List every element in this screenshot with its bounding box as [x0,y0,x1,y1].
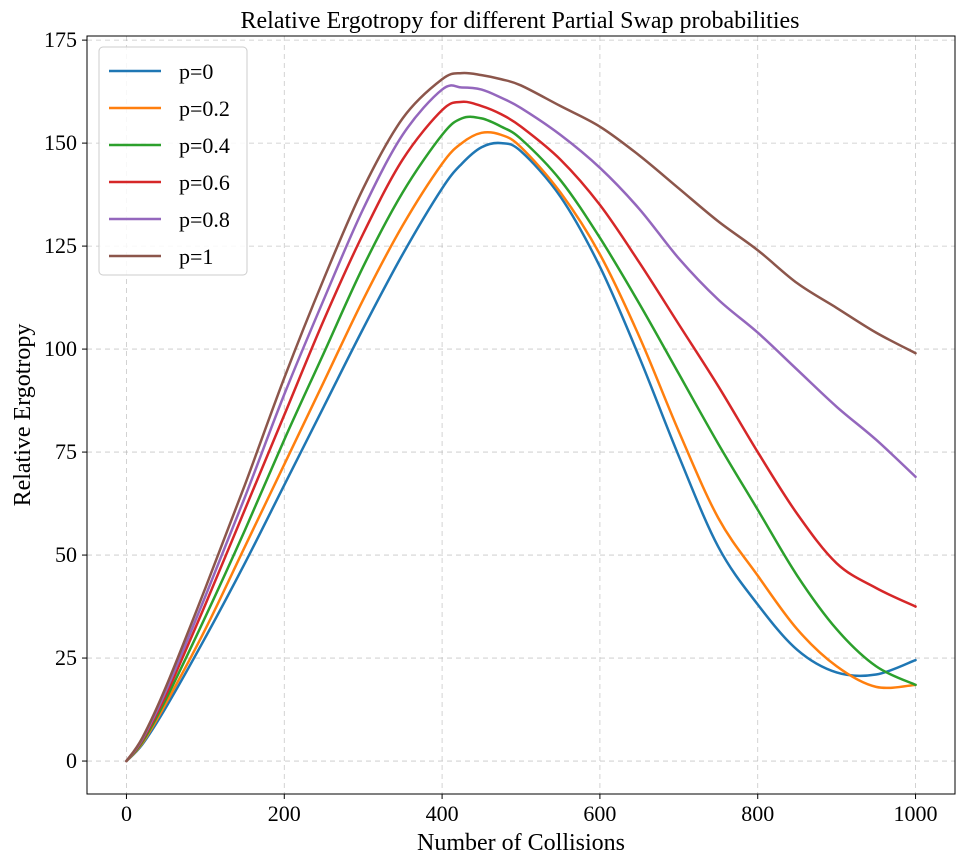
x-tick-label: 800 [741,801,774,826]
y-axis-ticks: 0 25 50 75 100 125 150 175 [44,27,87,773]
series-line-3 [125,100,917,763]
series-line-2 [125,115,917,763]
y-tick-label: 0 [66,748,77,773]
legend-label: p=0.4 [179,133,230,158]
legend-box [98,46,248,276]
legend-label: p=0 [179,59,213,84]
legend-label: p=0.8 [179,207,230,232]
legend-label: p=0.2 [179,96,230,121]
x-tick-label: 0 [121,801,132,826]
series-line-4 [125,84,917,763]
x-axis-ticks: 0 200 400 600 800 1000 [121,794,938,826]
x-tick-label: 1000 [894,801,938,826]
legend: p=0 p=0.2 p=0.4 p=0.6 p=0.8 p=1 [98,46,248,276]
y-tick-label: 175 [44,27,77,52]
y-tick-label: 100 [44,336,77,361]
y-tick-label: 75 [55,439,77,464]
y-tick-label: 25 [55,645,77,670]
y-axis-label: Relative Ergotropy [10,324,36,507]
x-tick-label: 600 [583,801,616,826]
x-tick-label: 200 [268,801,301,826]
x-axis-label: Number of Collisions [417,830,625,856]
plot-frame [86,35,956,795]
y-tick-label: 50 [55,542,77,567]
series-lines [125,71,917,763]
chart-title: Relative Ergotropy for different Partial… [241,8,800,34]
series-line-1 [125,130,917,763]
series-line-5 [125,71,917,763]
legend-label: p=0.6 [179,170,230,195]
y-tick-label: 125 [44,233,77,258]
y-tick-label: 150 [44,130,77,155]
x-tick-label: 400 [426,801,459,826]
legend-label: p=1 [179,244,213,269]
series-line-0 [125,141,917,763]
